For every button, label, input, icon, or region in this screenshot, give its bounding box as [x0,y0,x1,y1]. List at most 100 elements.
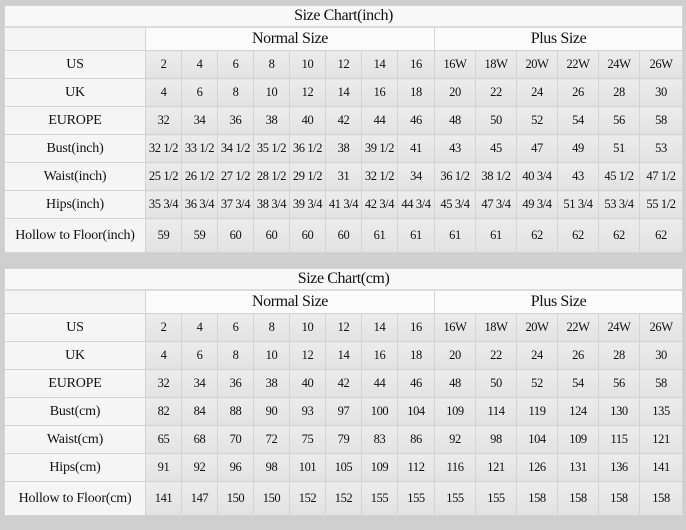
size-cell: 4 [181,50,218,79]
size-cell: 38 [253,106,290,135]
size-cell: 22 [475,341,517,370]
size-cell: 59 [145,218,182,253]
row-label: EUROPE [4,369,146,398]
size-cell: 28 [598,78,640,107]
size-cell: 41 3/4 [325,190,362,219]
size-cell: 26 [557,341,599,370]
size-cell: 38 3/4 [253,190,290,219]
size-cell: 36 [217,106,254,135]
size-cell: 20 [434,78,476,107]
size-cell: 54 [557,106,599,135]
size-cell: 32 [145,106,182,135]
size-cell: 18 [397,78,435,107]
size-cell: 12 [325,313,362,342]
size-cell: 12 [289,78,326,107]
row-label: US [4,313,146,342]
size-cell: 10 [253,78,290,107]
table-row: Hollow to Floor(cm) 141 147 150 150 152 152 155… [4,481,684,516]
size-cell: 26 [557,78,599,107]
size-cell: 147 [181,481,218,516]
size-cell: 28 1/2 [253,162,290,191]
row-label: Hollow to Floor(inch) [4,218,146,253]
size-cell: 62 [598,218,640,253]
size-cell: 62 [638,218,684,253]
size-cell: 4 [145,341,182,370]
size-cell: 86 [397,425,435,454]
size-cell: 24 [516,78,558,107]
table-row: Hips(inch) 35 3/4 36 3/4 37 3/4 38 3/4 39 3/4… [4,190,684,219]
size-cell: 36 3/4 [181,190,218,219]
table-row: Bust(cm) 82 84 88 90 93 97 100 104 109 114 119 124 13… [4,397,684,426]
size-cell: 96 [217,453,254,482]
size-cell: 131 [557,453,599,482]
size-cell: 155 [434,481,476,516]
size-cell: 25 1/2 [145,162,182,191]
size-cell: 30 [638,341,684,370]
size-cell: 41 [397,134,435,163]
size-cell: 32 [145,369,182,398]
size-cell: 36 1/2 [434,162,476,191]
size-cell: 72 [253,425,290,454]
size-cell: 91 [145,453,182,482]
size-cell: 8 [253,50,290,79]
chart-title: Size Chart(cm) [3,268,684,291]
size-cell: 38 [253,369,290,398]
size-cell: 79 [325,425,362,454]
size-cell: 58 [638,369,684,398]
size-cell: 155 [475,481,517,516]
size-cell: 34 1/2 [217,134,254,163]
size-cell: 50 [475,369,517,398]
size-cell: 39 1/2 [361,134,398,163]
size-cell: 4 [181,313,218,342]
size-cell: 24W [598,50,640,79]
size-cell: 101 [289,453,326,482]
size-cell: 150 [253,481,290,516]
table-row: EUROPE 32 34 36 38 40 42 44 46 48 50 52 54 56 58 [4,106,684,135]
size-cell: 75 [289,425,326,454]
size-cell: 62 [516,218,558,253]
size-cell: 48 [434,106,476,135]
row-label: Bust(cm) [4,397,146,426]
table-row: US 2 4 6 8 10 12 14 16 16W 18W 20W 22W 24W 26W [4,50,684,79]
size-cell: 59 [181,218,218,253]
size-cell: 60 [325,218,362,253]
size-cell: 6 [217,313,254,342]
row-label: US [4,50,146,79]
row-label: Hips(cm) [4,453,146,482]
size-cell: 68 [181,425,218,454]
size-cell: 26W [638,313,684,342]
size-cell: 16 [361,78,398,107]
size-cell: 16W [434,313,476,342]
size-cell: 31 [325,162,362,191]
size-cell: 20W [516,50,558,79]
row-label: UK [4,341,146,370]
size-cell: 43 [434,134,476,163]
size-cell: 83 [361,425,398,454]
size-cell: 47 3/4 [475,190,517,219]
size-cell: 14 [361,50,398,79]
size-cell: 100 [361,397,398,426]
size-cell: 50 [475,106,517,135]
size-cell: 82 [145,397,182,426]
corner-cell [4,26,146,51]
size-cell: 44 3/4 [397,190,435,219]
size-cell: 93 [289,397,326,426]
size-cell: 48 [434,369,476,398]
size-cell: 22 [475,78,517,107]
size-cell: 49 [557,134,599,163]
size-cell: 62 [557,218,599,253]
size-cell: 114 [475,397,517,426]
size-cell: 18W [475,313,517,342]
table-row: US 2 4 6 8 10 12 14 16 16W 18W 20W 22W 24W 26W [4,313,684,342]
size-cell: 52 [516,106,558,135]
size-cell: 2 [145,313,182,342]
size-cell: 158 [598,481,640,516]
size-cell: 34 [181,369,218,398]
size-cell: 44 [361,369,398,398]
size-cell: 26W [638,50,684,79]
size-cell: 12 [325,50,362,79]
size-cell: 14 [325,78,362,107]
size-cell: 47 [516,134,558,163]
size-cell: 8 [217,78,254,107]
size-cell: 47 1/2 [638,162,684,191]
